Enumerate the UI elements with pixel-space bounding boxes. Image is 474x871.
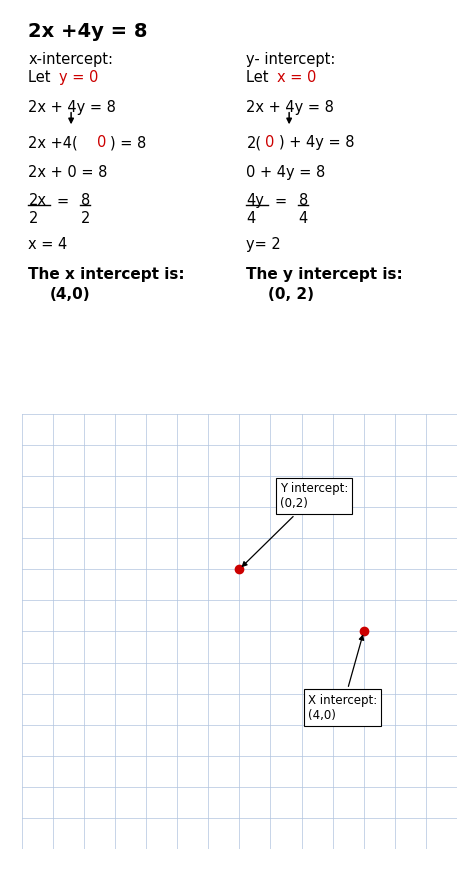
Text: Y intercept:
(0,2): Y intercept: (0,2) [242, 482, 348, 566]
Text: X intercept:
(4,0): X intercept: (4,0) [308, 636, 377, 721]
Text: 0 + 4y = 8: 0 + 4y = 8 [246, 165, 326, 180]
Text: =: = [275, 193, 287, 208]
Text: 4y: 4y [246, 193, 264, 208]
Text: 2x + 4y = 8: 2x + 4y = 8 [246, 100, 334, 115]
Text: 2x + 0 = 8: 2x + 0 = 8 [28, 165, 108, 180]
Text: 2(: 2( [246, 135, 262, 150]
Text: 2x: 2x [28, 193, 46, 208]
Text: 0: 0 [265, 135, 275, 150]
Text: The x intercept is:: The x intercept is: [28, 267, 185, 282]
Text: 4: 4 [299, 211, 308, 226]
Text: =: = [57, 193, 69, 208]
Text: y- intercept:: y- intercept: [246, 52, 336, 67]
Text: y= 2: y= 2 [246, 237, 281, 252]
Text: x = 4: x = 4 [28, 237, 68, 252]
Text: x-intercept:: x-intercept: [28, 52, 113, 67]
Text: 4: 4 [246, 211, 256, 226]
Text: ) + 4y = 8: ) + 4y = 8 [279, 135, 354, 150]
Text: 8: 8 [299, 193, 308, 208]
Text: 2x +4y = 8: 2x +4y = 8 [28, 22, 148, 41]
Text: (4,0): (4,0) [50, 287, 91, 302]
Text: 2: 2 [81, 211, 90, 226]
Text: Let: Let [246, 70, 273, 84]
Text: (0, 2): (0, 2) [268, 287, 314, 302]
Text: 2: 2 [28, 211, 38, 226]
Text: 2x +4(: 2x +4( [28, 135, 78, 150]
Text: 2x + 4y = 8: 2x + 4y = 8 [28, 100, 116, 115]
Text: Let: Let [28, 70, 55, 84]
Text: 0: 0 [97, 135, 107, 150]
Text: 8: 8 [81, 193, 90, 208]
Text: ) = 8: ) = 8 [110, 135, 146, 150]
Text: x = 0: x = 0 [277, 70, 317, 84]
Text: The y intercept is:: The y intercept is: [246, 267, 403, 282]
Text: y = 0: y = 0 [59, 70, 99, 84]
